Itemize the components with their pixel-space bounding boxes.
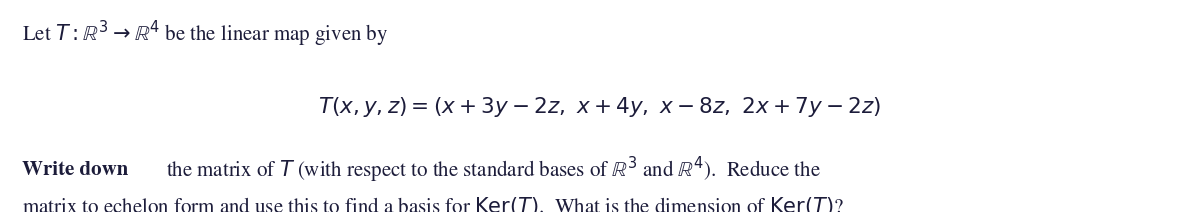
Text: matrix to echelon form and use this to find a basis for $\mathrm{Ker}(T)$.  What: matrix to echelon form and use this to f… <box>22 195 844 212</box>
Text: Write down: Write down <box>22 161 128 179</box>
Text: Let $T : \mathbb{R}^3 \rightarrow \mathbb{R}^4$ be the linear map given by: Let $T : \mathbb{R}^3 \rightarrow \mathb… <box>22 19 388 49</box>
Text: the matrix of $T$ (with respect to the standard bases of $\mathbb{R}^3$ and $\ma: the matrix of $T$ (with respect to the s… <box>166 155 821 185</box>
Text: $T(x, y, z) = (x + 3y - 2z,\ x + 4y,\ x - 8z,\ 2x + 7y - 2z)$: $T(x, y, z) = (x + 3y - 2z,\ x + 4y,\ x … <box>318 95 882 119</box>
